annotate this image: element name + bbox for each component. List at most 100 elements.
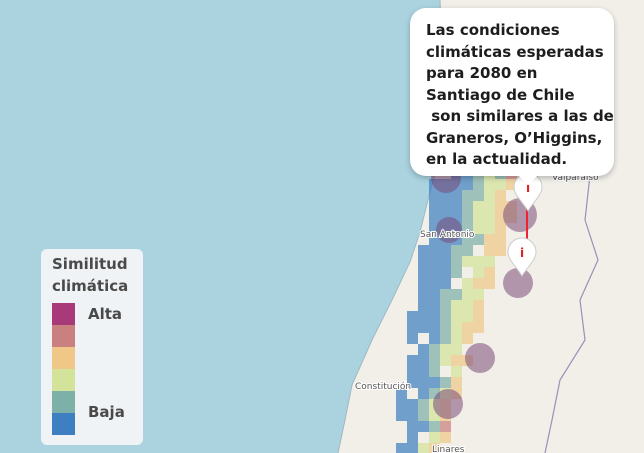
heat-cell bbox=[429, 256, 440, 267]
heat-cell bbox=[473, 201, 484, 212]
heat-cell bbox=[418, 311, 429, 322]
heat-cell bbox=[451, 289, 462, 300]
heat-cell bbox=[473, 223, 484, 234]
legend: Similitud climática Alta Baja bbox=[41, 249, 143, 445]
heat-cell bbox=[440, 333, 451, 344]
heat-cell bbox=[429, 223, 440, 234]
heat-cell bbox=[418, 322, 429, 333]
heat-cell bbox=[418, 300, 429, 311]
heat-cell bbox=[440, 432, 451, 443]
heat-cell bbox=[429, 311, 440, 322]
heat-cell bbox=[396, 410, 407, 421]
heat-cell bbox=[473, 278, 484, 289]
heat-cell bbox=[407, 322, 418, 333]
heat-cell bbox=[451, 300, 462, 311]
heat-cell bbox=[429, 300, 440, 311]
heat-cell bbox=[407, 399, 418, 410]
heat-cell bbox=[429, 201, 440, 212]
heat-cell bbox=[418, 245, 429, 256]
heat-cell bbox=[484, 256, 495, 267]
heat-cell bbox=[440, 289, 451, 300]
heat-cell bbox=[495, 179, 506, 190]
heat-cell bbox=[462, 322, 473, 333]
heat-cell bbox=[451, 322, 462, 333]
heat-cell bbox=[429, 443, 440, 453]
heat-cell bbox=[484, 267, 495, 278]
heat-cell bbox=[440, 300, 451, 311]
map-marker[interactable]: i bbox=[507, 237, 537, 277]
legend-title: Similitud climática bbox=[52, 255, 129, 295]
city-circle[interactable] bbox=[465, 343, 495, 373]
legend-swatch bbox=[52, 325, 75, 347]
heat-cell bbox=[396, 443, 407, 453]
heat-cell bbox=[429, 410, 440, 421]
heat-cell bbox=[473, 256, 484, 267]
heat-cell bbox=[407, 421, 418, 432]
heat-cell bbox=[418, 256, 429, 267]
heat-cell bbox=[418, 443, 429, 453]
heat-cell bbox=[462, 278, 473, 289]
heat-cell bbox=[462, 201, 473, 212]
heat-cell bbox=[418, 421, 429, 432]
heat-cell bbox=[484, 223, 495, 234]
heat-cell bbox=[440, 190, 451, 201]
heat-cell bbox=[484, 212, 495, 223]
heat-cell bbox=[429, 421, 440, 432]
heat-cell bbox=[407, 377, 418, 388]
city-circle[interactable] bbox=[433, 389, 463, 419]
heat-cell bbox=[484, 190, 495, 201]
heat-cell bbox=[429, 355, 440, 366]
heat-cell bbox=[495, 190, 506, 201]
heat-cell bbox=[418, 399, 429, 410]
heat-cell bbox=[429, 278, 440, 289]
legend-swatch bbox=[52, 303, 75, 325]
heat-cell bbox=[429, 289, 440, 300]
place-label: Constitución bbox=[355, 381, 411, 392]
heat-cell bbox=[451, 212, 462, 223]
heat-cell bbox=[429, 333, 440, 344]
heat-cell bbox=[484, 234, 495, 245]
heat-cell bbox=[418, 278, 429, 289]
heat-cell bbox=[440, 421, 451, 432]
heat-cell bbox=[429, 322, 440, 333]
heat-cell bbox=[451, 311, 462, 322]
heat-cell bbox=[462, 333, 473, 344]
popup-text: Las condiciones climáticas esperadas par… bbox=[426, 21, 614, 168]
heat-cell bbox=[440, 278, 451, 289]
heat-cell bbox=[451, 245, 462, 256]
city-circle[interactable] bbox=[503, 268, 533, 298]
heat-cell bbox=[462, 223, 473, 234]
heat-cell bbox=[418, 377, 429, 388]
heat-cell bbox=[495, 223, 506, 234]
heat-cell bbox=[506, 179, 517, 190]
heat-cell bbox=[418, 267, 429, 278]
heat-cell bbox=[473, 289, 484, 300]
legend-swatch bbox=[52, 369, 75, 391]
heat-cell bbox=[473, 322, 484, 333]
heat-cell bbox=[473, 234, 484, 245]
heat-cell bbox=[451, 355, 462, 366]
heat-cell bbox=[429, 377, 440, 388]
heat-cell bbox=[484, 179, 495, 190]
heat-cell bbox=[462, 311, 473, 322]
legend-swatch bbox=[52, 347, 75, 369]
heat-cell bbox=[495, 234, 506, 245]
heat-cell bbox=[484, 245, 495, 256]
heat-cell bbox=[407, 443, 418, 453]
heat-cell bbox=[462, 190, 473, 201]
heat-cell bbox=[440, 344, 451, 355]
place-label: San Antonio bbox=[420, 230, 475, 240]
heat-cell bbox=[418, 410, 429, 421]
border-line bbox=[544, 174, 599, 453]
heat-cell bbox=[495, 245, 506, 256]
heat-cell bbox=[451, 366, 462, 377]
heat-cell bbox=[473, 267, 484, 278]
heat-cell bbox=[484, 201, 495, 212]
heat-cell bbox=[429, 366, 440, 377]
heat-cell bbox=[418, 355, 429, 366]
city-circle[interactable] bbox=[436, 217, 462, 243]
heat-cell bbox=[407, 410, 418, 421]
heat-cell bbox=[418, 289, 429, 300]
heat-cell bbox=[407, 366, 418, 377]
heat-cell bbox=[495, 201, 506, 212]
